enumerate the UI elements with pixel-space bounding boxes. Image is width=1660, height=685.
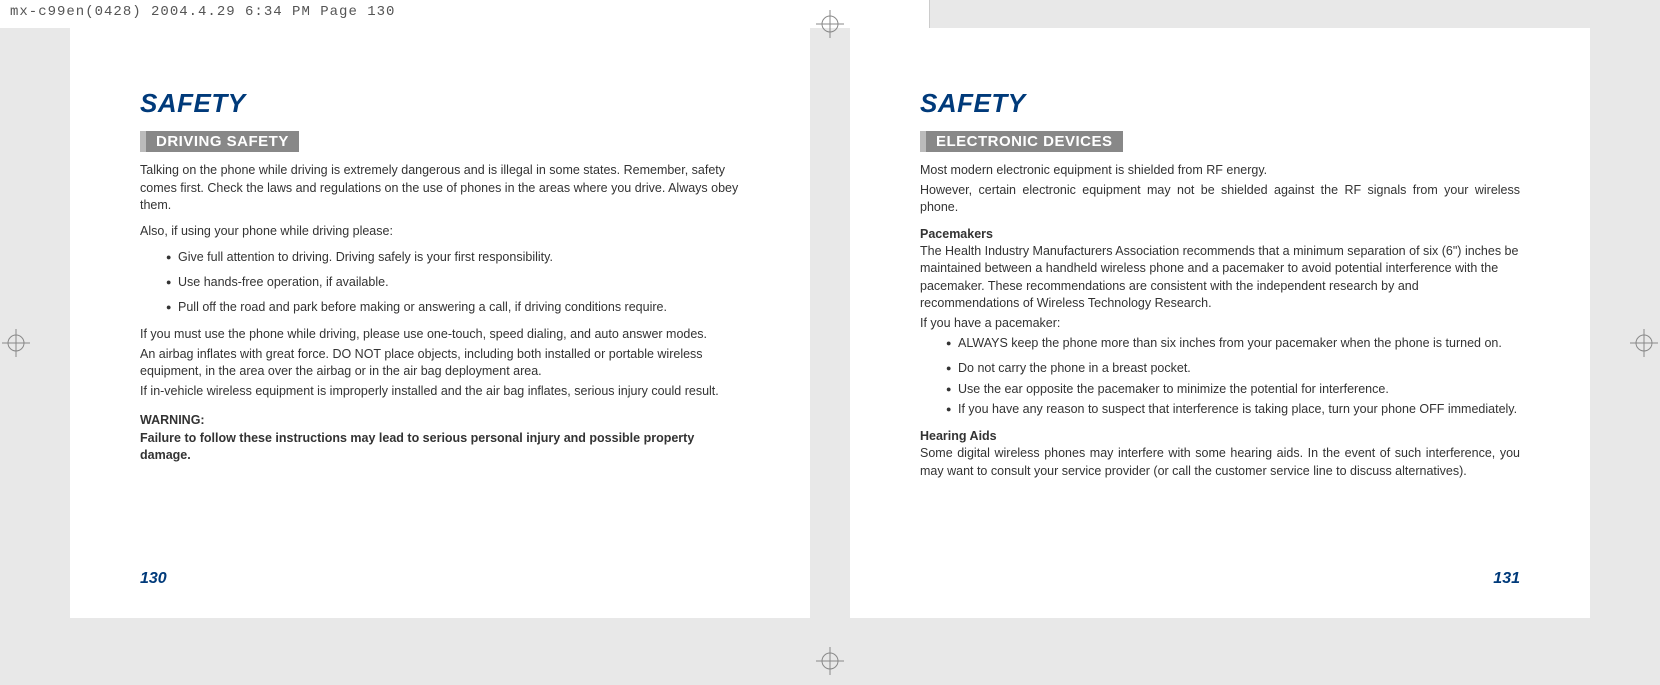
driving-para1: Talking on the phone while driving is ex… bbox=[140, 162, 740, 215]
driving-para4: An airbag inflates with great force. DO … bbox=[140, 346, 740, 381]
section-header-electronic: ELECTRONIC DEVICES bbox=[920, 131, 1123, 152]
list-item: If you have any reason to suspect that i… bbox=[948, 400, 1520, 419]
electronic-para2: However, certain electronic equipment ma… bbox=[920, 182, 1520, 217]
list-item: Use the ear opposite the pacemaker to mi… bbox=[948, 380, 1520, 399]
electronic-para1: Most modern electronic equipment is shie… bbox=[920, 162, 1520, 180]
pages-container: SAFETY DRIVING SAFETY Talking on the pho… bbox=[0, 28, 1660, 618]
pacemaker-para: The Health Industry Manufacturers Associ… bbox=[920, 243, 1520, 313]
section-header-driving: DRIVING SAFETY bbox=[140, 131, 299, 152]
list-item: Pull off the road and park before making… bbox=[168, 298, 740, 317]
list-item: Use hands-free operation, if available. bbox=[168, 273, 740, 292]
header-text: mx-c99en(0428) 2004.4.29 6:34 PM Page 13… bbox=[10, 4, 395, 20]
page-left: SAFETY DRIVING SAFETY Talking on the pho… bbox=[70, 28, 810, 618]
list-item: Do not carry the phone in a breast pocke… bbox=[948, 359, 1520, 378]
warning-label: WARNING: bbox=[140, 412, 740, 430]
subheading-pacemakers: Pacemakers bbox=[920, 227, 1520, 241]
hearing-para: Some digital wireless phones may interfe… bbox=[920, 445, 1520, 480]
list-item: Give full attention to driving. Driving … bbox=[168, 248, 740, 267]
driving-para3: If you must use the phone while driving,… bbox=[140, 326, 740, 344]
page-title-left: SAFETY bbox=[140, 88, 740, 119]
page-title-right: SAFETY bbox=[920, 88, 1520, 119]
registration-mark-left bbox=[2, 329, 30, 357]
page-number-right: 131 bbox=[1493, 570, 1520, 588]
page-number-left: 130 bbox=[140, 570, 167, 588]
driving-para2: Also, if using your phone while driving … bbox=[140, 223, 740, 241]
pacemaker-intro: If you have a pacemaker: bbox=[920, 315, 1520, 333]
pacemaker-bullets: ALWAYS keep the phone more than six inch… bbox=[948, 334, 1520, 419]
subheading-hearing: Hearing Aids bbox=[920, 429, 1520, 443]
registration-mark-right bbox=[1630, 329, 1658, 357]
print-header: mx-c99en(0428) 2004.4.29 6:34 PM Page 13… bbox=[0, 0, 930, 28]
warning-text: Failure to follow these instructions may… bbox=[140, 430, 740, 465]
registration-mark-top bbox=[816, 10, 844, 38]
registration-mark-bottom bbox=[816, 647, 844, 675]
list-item: ALWAYS keep the phone more than six inch… bbox=[948, 334, 1520, 353]
driving-para5: If in-vehicle wireless equipment is impr… bbox=[140, 383, 740, 401]
driving-bullets: Give full attention to driving. Driving … bbox=[168, 248, 740, 316]
page-right: SAFETY ELECTRONIC DEVICES Most modern el… bbox=[850, 28, 1590, 618]
